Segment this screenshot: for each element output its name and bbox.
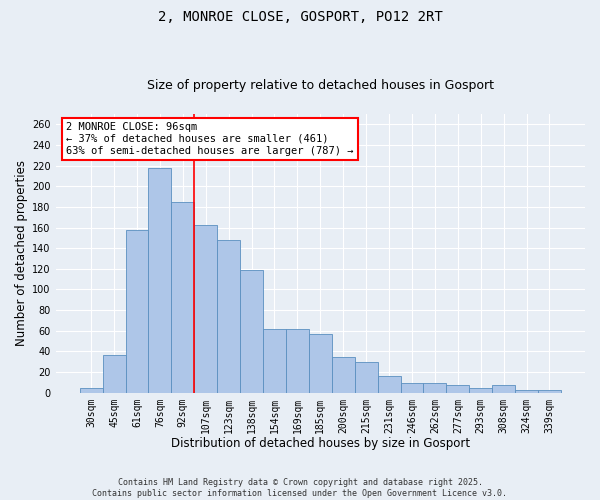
Bar bbox=[148, 168, 172, 392]
Bar bbox=[125, 230, 148, 392]
Bar bbox=[194, 226, 217, 392]
Bar bbox=[286, 328, 309, 392]
Bar bbox=[424, 384, 446, 392]
Bar bbox=[515, 390, 538, 392]
Bar bbox=[332, 356, 355, 392]
X-axis label: Distribution of detached houses by size in Gosport: Distribution of detached houses by size … bbox=[171, 437, 470, 450]
Bar bbox=[538, 390, 561, 392]
Text: 2, MONROE CLOSE, GOSPORT, PO12 2RT: 2, MONROE CLOSE, GOSPORT, PO12 2RT bbox=[158, 10, 442, 24]
Bar bbox=[469, 388, 492, 392]
Y-axis label: Number of detached properties: Number of detached properties bbox=[15, 160, 28, 346]
Bar bbox=[401, 384, 424, 392]
Bar bbox=[355, 362, 377, 392]
Text: Contains HM Land Registry data © Crown copyright and database right 2025.
Contai: Contains HM Land Registry data © Crown c… bbox=[92, 478, 508, 498]
Text: 2 MONROE CLOSE: 96sqm
← 37% of detached houses are smaller (461)
63% of semi-det: 2 MONROE CLOSE: 96sqm ← 37% of detached … bbox=[66, 122, 354, 156]
Bar bbox=[80, 388, 103, 392]
Title: Size of property relative to detached houses in Gosport: Size of property relative to detached ho… bbox=[147, 79, 494, 92]
Bar bbox=[446, 386, 469, 392]
Bar bbox=[263, 328, 286, 392]
Bar bbox=[240, 270, 263, 392]
Bar bbox=[492, 386, 515, 392]
Bar bbox=[377, 376, 401, 392]
Bar bbox=[217, 240, 240, 392]
Bar bbox=[103, 354, 125, 393]
Bar bbox=[309, 334, 332, 392]
Bar bbox=[172, 202, 194, 392]
